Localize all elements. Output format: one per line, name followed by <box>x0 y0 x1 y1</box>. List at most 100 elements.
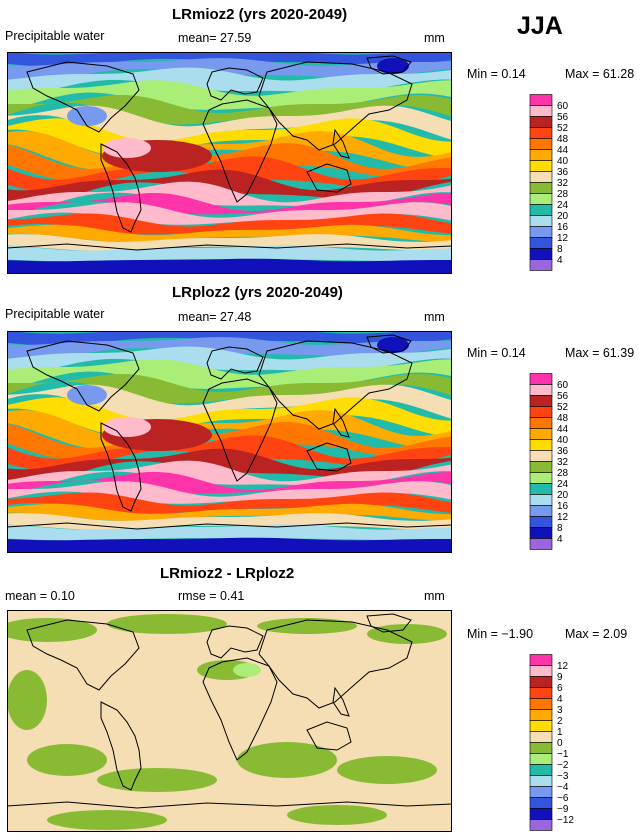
coastline <box>332 407 350 438</box>
map-frame <box>7 610 452 832</box>
colorbar-label: 4 <box>557 694 563 705</box>
colorbar-label: 60 <box>557 101 569 112</box>
negative-anomaly <box>107 614 227 634</box>
panel-1-variable-label: Precipitable water <box>5 29 105 43</box>
coastline <box>366 55 412 75</box>
colorbar-label: 40 <box>557 156 569 167</box>
colorbar-label: 36 <box>557 167 569 178</box>
colorbar-label: −2 <box>557 760 569 771</box>
coastline <box>306 163 352 193</box>
colorbar-label: 8 <box>557 523 563 534</box>
panel-1-max: Max = 61.28 <box>565 67 635 81</box>
coastline <box>306 442 352 472</box>
colorbar-label: 48 <box>557 134 569 145</box>
dry-region <box>377 337 409 353</box>
colorbar-label: 36 <box>557 446 569 457</box>
colorbar-label: 2 <box>557 716 563 727</box>
coastline <box>258 619 413 709</box>
panel-3-rmse: rmse = 0.41 <box>178 589 245 603</box>
colorbar-label: 32 <box>557 457 569 468</box>
colorbar-swatch <box>529 494 553 506</box>
contour-band <box>7 94 452 125</box>
panel-3-title: LRmioz2 - LRploz2 <box>160 565 295 582</box>
colorbar-swatch <box>529 516 553 528</box>
colorbar-label: 6 <box>557 683 563 694</box>
colorbar-swatch <box>529 417 553 429</box>
colorbar-label: 56 <box>557 112 569 123</box>
colorbar-swatch <box>529 406 553 418</box>
contour-band <box>7 213 452 235</box>
panel-2-max: Max = 61.39 <box>565 346 635 360</box>
colorbar-swatch <box>529 753 553 765</box>
colorbar-label: 48 <box>557 413 569 424</box>
coastline <box>206 625 264 659</box>
warm-pool-core <box>103 417 151 437</box>
colorbar-label: −12 <box>557 815 574 826</box>
dry-region <box>67 106 107 126</box>
colorbar-swatch <box>529 676 553 688</box>
contour-band <box>7 245 452 262</box>
colorbar-swatch <box>529 538 553 550</box>
contour-band <box>7 105 452 142</box>
colorbar-swatch <box>529 237 553 249</box>
colorbar-swatch <box>529 248 553 260</box>
coastline <box>332 686 350 717</box>
colorbar-label: 3 <box>557 705 563 716</box>
coastline <box>7 522 452 530</box>
contour-band <box>7 492 452 514</box>
panel-2-variable-label: Precipitable water <box>5 307 105 321</box>
map-field <box>7 331 452 553</box>
coastline <box>100 422 142 512</box>
contour-band <box>7 258 452 274</box>
panel-1-title: LRmioz2 (yrs 2020-2049) <box>172 6 348 23</box>
coastline <box>7 801 452 809</box>
contour-band <box>7 224 452 243</box>
contour-band <box>7 471 452 494</box>
colorbar-label: 4 <box>557 534 563 545</box>
panel-2-mean: mean= 27.48 <box>178 310 252 324</box>
colorbar-label: 0 <box>557 738 563 749</box>
negative-anomaly <box>7 670 47 730</box>
colorbar-label: 16 <box>557 501 569 512</box>
contour-band <box>7 384 452 421</box>
contour-band <box>7 337 452 359</box>
negative-anomaly <box>237 742 337 778</box>
coastline <box>366 334 412 354</box>
panel-1-units: mm <box>424 31 445 45</box>
colorbar-label: 52 <box>557 402 569 413</box>
colorbar-label: −6 <box>557 793 569 804</box>
panel-2-title: LRploz2 (yrs 2020-2049) <box>172 284 343 301</box>
colorbar-label: 44 <box>557 424 569 435</box>
colorbar-swatch <box>529 116 553 128</box>
map-field <box>7 610 452 832</box>
contour-band <box>7 503 452 522</box>
panel-3-units: mm <box>424 589 445 603</box>
colorbar-swatch <box>529 687 553 699</box>
panel-2-map <box>7 331 452 553</box>
colorbar-swatch <box>529 720 553 732</box>
coastline <box>258 61 413 151</box>
colorbar-label: −4 <box>557 782 569 793</box>
colorbar-swatch <box>529 428 553 440</box>
colorbar-swatch <box>529 259 553 271</box>
colorbar-label: 9 <box>557 672 563 683</box>
colorbar-swatch <box>529 709 553 721</box>
colorbar-label: 16 <box>557 222 569 233</box>
panel-3-max: Max = 2.09 <box>565 627 628 641</box>
colorbar-label: 4 <box>557 255 563 266</box>
colorbar-label: −1 <box>557 749 569 760</box>
colorbar-swatch <box>529 226 553 238</box>
coastline <box>7 243 452 251</box>
colorbar-swatch <box>529 472 553 484</box>
panel-3-map <box>7 610 452 832</box>
colorbar-label: 20 <box>557 490 569 501</box>
coastlines <box>7 613 452 809</box>
colorbar-swatch <box>529 698 553 710</box>
contour-band <box>7 202 452 225</box>
colorbar-swatch <box>529 450 553 462</box>
colorbar-swatch <box>529 160 553 172</box>
contour-band <box>7 80 452 111</box>
map-frame <box>7 52 452 274</box>
